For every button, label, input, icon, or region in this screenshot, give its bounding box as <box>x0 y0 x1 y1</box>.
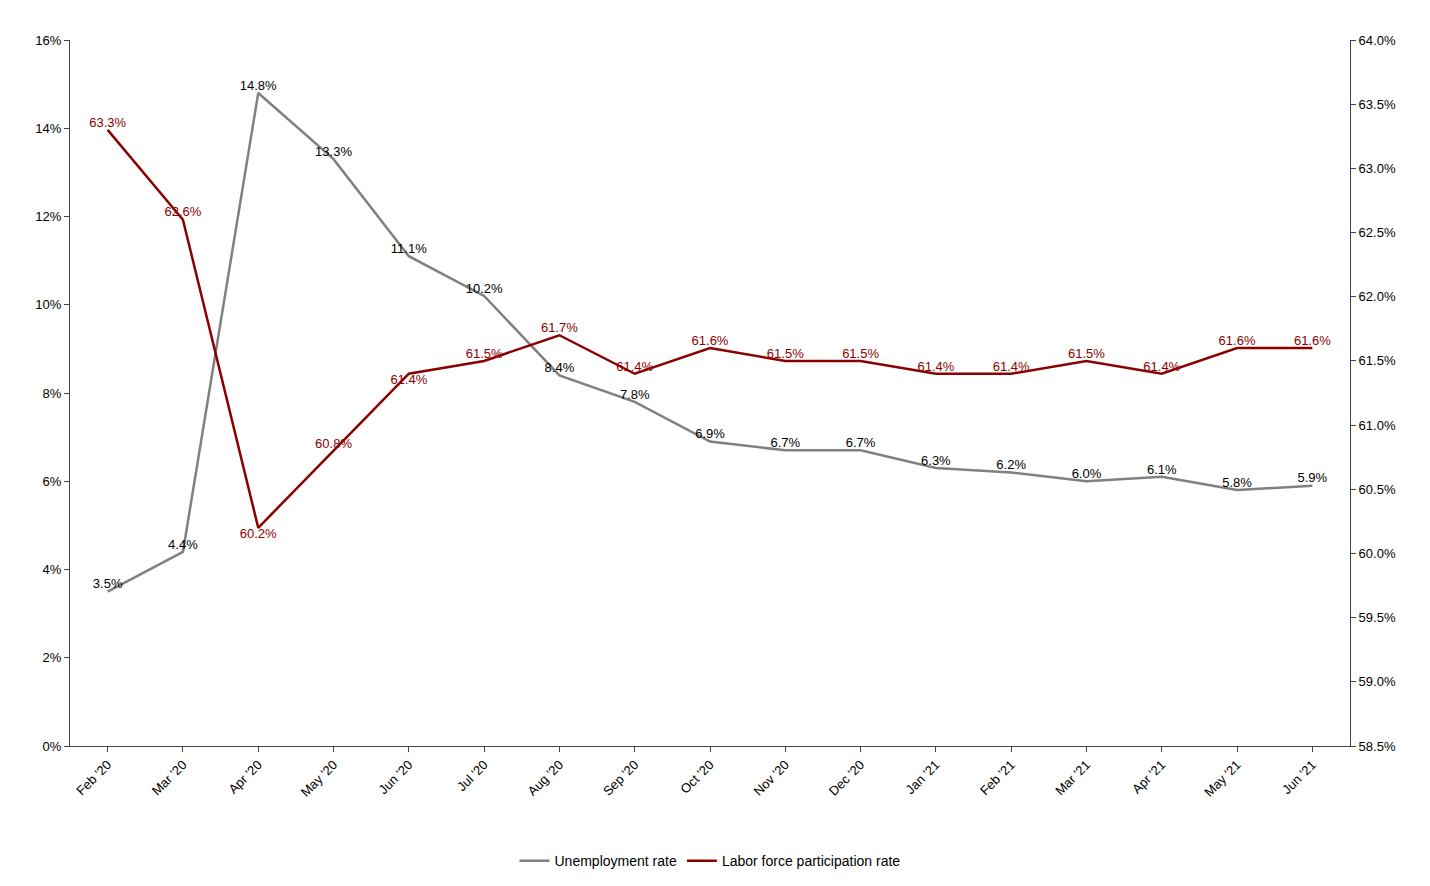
svg-text:Aug '20: Aug '20 <box>525 757 566 798</box>
svg-text:59.5%: 59.5% <box>1359 610 1396 625</box>
svg-text:6.3%: 6.3% <box>921 453 951 468</box>
svg-text:6.7%: 6.7% <box>846 435 876 450</box>
svg-text:7.8%: 7.8% <box>620 387 650 402</box>
svg-text:May '21: May '21 <box>1201 757 1244 800</box>
svg-text:8%: 8% <box>43 386 62 401</box>
svg-text:3.5%: 3.5% <box>93 576 123 591</box>
svg-text:May '20: May '20 <box>298 757 341 800</box>
svg-text:60.0%: 60.0% <box>1359 546 1396 561</box>
svg-text:16%: 16% <box>35 33 61 48</box>
svg-text:61.5%: 61.5% <box>1359 353 1396 368</box>
svg-text:5.8%: 5.8% <box>1222 475 1252 490</box>
svg-text:61.5%: 61.5% <box>842 346 879 361</box>
svg-text:Jul '20: Jul '20 <box>454 757 491 794</box>
svg-text:Jun '21: Jun '21 <box>1279 757 1319 797</box>
svg-text:Mar '20: Mar '20 <box>149 757 190 798</box>
svg-text:60.2%: 60.2% <box>240 526 277 541</box>
svg-text:Sep '20: Sep '20 <box>600 757 641 798</box>
svg-text:Labor force participation rate: Labor force participation rate <box>722 853 900 869</box>
svg-text:6.7%: 6.7% <box>770 435 800 450</box>
svg-text:10%: 10% <box>35 297 61 312</box>
svg-text:62.5%: 62.5% <box>1359 225 1396 240</box>
svg-text:Oct '20: Oct '20 <box>677 757 716 796</box>
svg-text:14%: 14% <box>35 121 61 136</box>
svg-text:63.5%: 63.5% <box>1359 97 1396 112</box>
svg-text:Apr '20: Apr '20 <box>226 757 265 796</box>
svg-text:6.9%: 6.9% <box>695 426 725 441</box>
svg-text:Feb '20: Feb '20 <box>73 757 114 798</box>
svg-text:10.2%: 10.2% <box>466 281 503 296</box>
svg-text:Feb '21: Feb '21 <box>977 757 1018 798</box>
svg-text:Nov '20: Nov '20 <box>751 757 792 798</box>
svg-text:4%: 4% <box>43 562 62 577</box>
svg-text:6.2%: 6.2% <box>996 457 1026 472</box>
svg-text:14.8%: 14.8% <box>240 78 277 93</box>
svg-text:61.6%: 61.6% <box>1219 333 1256 348</box>
svg-text:61.4%: 61.4% <box>993 359 1030 374</box>
svg-text:6.1%: 6.1% <box>1147 462 1177 477</box>
svg-text:61.5%: 61.5% <box>767 346 804 361</box>
svg-text:Jan '21: Jan '21 <box>903 757 943 797</box>
svg-text:61.4%: 61.4% <box>1143 359 1180 374</box>
svg-text:60.8%: 60.8% <box>315 436 352 451</box>
svg-text:61.4%: 61.4% <box>616 359 653 374</box>
svg-text:12%: 12% <box>35 209 61 224</box>
svg-text:0%: 0% <box>43 739 62 754</box>
svg-text:63.0%: 63.0% <box>1359 161 1396 176</box>
svg-text:61.0%: 61.0% <box>1359 418 1396 433</box>
svg-text:4.4%: 4.4% <box>168 537 198 552</box>
svg-text:61.6%: 61.6% <box>692 333 729 348</box>
svg-text:64.0%: 64.0% <box>1359 33 1396 48</box>
svg-text:Dec '20: Dec '20 <box>826 757 867 798</box>
svg-text:61.6%: 61.6% <box>1294 333 1331 348</box>
svg-text:6.0%: 6.0% <box>1072 466 1102 481</box>
svg-text:11.1%: 11.1% <box>391 241 427 256</box>
svg-text:63.3%: 63.3% <box>89 115 126 130</box>
svg-text:60.5%: 60.5% <box>1359 482 1396 497</box>
svg-text:Apr '21: Apr '21 <box>1129 757 1168 796</box>
svg-text:5.9%: 5.9% <box>1298 470 1328 485</box>
svg-text:61.5%: 61.5% <box>466 346 503 361</box>
svg-text:6%: 6% <box>43 474 62 489</box>
svg-text:61.5%: 61.5% <box>1068 346 1105 361</box>
svg-text:Jun '20: Jun '20 <box>376 757 416 797</box>
svg-text:13.3%: 13.3% <box>315 144 352 159</box>
svg-text:62.0%: 62.0% <box>1359 289 1396 304</box>
svg-text:8.4%: 8.4% <box>545 360 575 375</box>
svg-text:58.5%: 58.5% <box>1359 739 1396 754</box>
svg-text:Unemployment rate: Unemployment rate <box>555 853 677 869</box>
svg-text:62.6%: 62.6% <box>165 204 202 219</box>
svg-text:61.7%: 61.7% <box>541 320 578 335</box>
svg-text:59.0%: 59.0% <box>1359 674 1396 689</box>
svg-text:61.4%: 61.4% <box>917 359 954 374</box>
svg-text:61.4%: 61.4% <box>390 372 427 387</box>
svg-text:Mar '21: Mar '21 <box>1052 757 1093 798</box>
svg-text:2%: 2% <box>43 650 62 665</box>
